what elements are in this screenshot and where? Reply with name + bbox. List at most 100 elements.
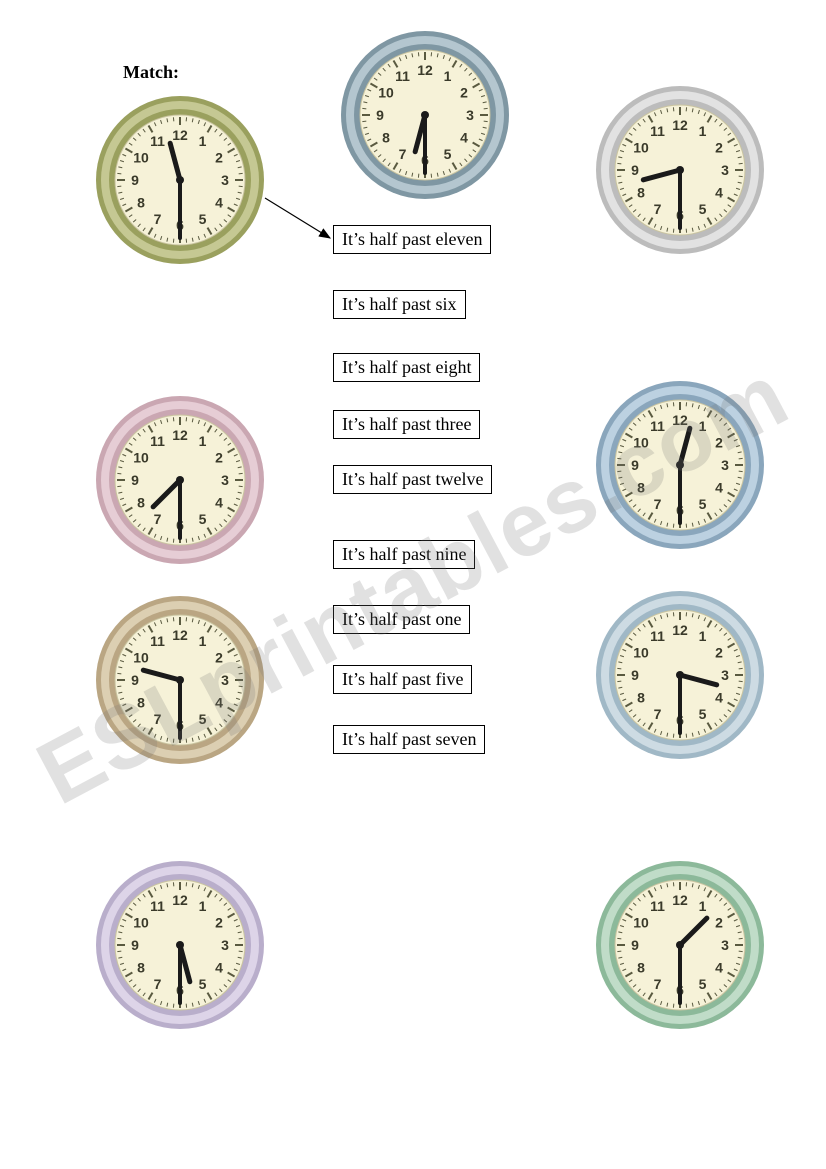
svg-text:2: 2 xyxy=(715,435,723,451)
svg-text:12: 12 xyxy=(172,127,188,143)
svg-text:2: 2 xyxy=(460,85,468,101)
clock-1230: 123456789101112 xyxy=(595,380,765,550)
svg-text:1: 1 xyxy=(199,133,207,149)
svg-text:5: 5 xyxy=(699,976,707,992)
svg-text:3: 3 xyxy=(221,472,229,488)
svg-text:4: 4 xyxy=(215,495,223,511)
svg-text:5: 5 xyxy=(199,976,207,992)
svg-text:9: 9 xyxy=(131,172,139,188)
svg-text:11: 11 xyxy=(150,133,165,149)
svg-text:7: 7 xyxy=(654,201,662,217)
svg-text:2: 2 xyxy=(715,645,723,661)
svg-text:12: 12 xyxy=(672,622,688,638)
svg-text:10: 10 xyxy=(133,650,149,666)
svg-text:8: 8 xyxy=(637,960,645,976)
svg-text:4: 4 xyxy=(215,195,223,211)
svg-text:11: 11 xyxy=(150,433,165,449)
svg-text:3: 3 xyxy=(721,457,729,473)
svg-text:4: 4 xyxy=(715,960,723,976)
svg-text:5: 5 xyxy=(444,146,452,162)
lbl-eight: It’s half past eight xyxy=(333,353,480,382)
svg-text:1: 1 xyxy=(699,898,707,914)
lbl-seven: It’s half past seven xyxy=(333,725,485,754)
svg-text:3: 3 xyxy=(721,937,729,953)
svg-text:10: 10 xyxy=(133,915,149,931)
svg-text:1: 1 xyxy=(699,418,707,434)
svg-text:8: 8 xyxy=(137,495,145,511)
svg-text:9: 9 xyxy=(131,937,139,953)
svg-text:12: 12 xyxy=(417,62,433,78)
svg-text:4: 4 xyxy=(715,690,723,706)
svg-text:11: 11 xyxy=(650,418,665,434)
svg-text:10: 10 xyxy=(133,450,149,466)
svg-text:9: 9 xyxy=(131,472,139,488)
svg-text:4: 4 xyxy=(460,130,468,146)
svg-text:5: 5 xyxy=(699,706,707,722)
clock-0530: 123456789101112 xyxy=(95,860,265,1030)
svg-text:5: 5 xyxy=(199,211,207,227)
svg-text:8: 8 xyxy=(637,480,645,496)
lbl-six: It’s half past six xyxy=(333,290,466,319)
svg-text:7: 7 xyxy=(154,976,162,992)
svg-text:7: 7 xyxy=(654,976,662,992)
svg-text:7: 7 xyxy=(154,711,162,727)
svg-text:2: 2 xyxy=(715,915,723,931)
svg-text:5: 5 xyxy=(699,496,707,512)
svg-text:7: 7 xyxy=(654,496,662,512)
svg-text:1: 1 xyxy=(699,628,707,644)
svg-text:9: 9 xyxy=(631,457,639,473)
svg-text:7: 7 xyxy=(399,146,407,162)
svg-text:3: 3 xyxy=(221,937,229,953)
svg-text:11: 11 xyxy=(150,898,165,914)
clock-0130: 123456789101112 xyxy=(595,860,765,1030)
svg-text:1: 1 xyxy=(199,633,207,649)
svg-text:8: 8 xyxy=(137,695,145,711)
svg-text:3: 3 xyxy=(721,667,729,683)
svg-text:2: 2 xyxy=(715,140,723,156)
svg-text:8: 8 xyxy=(137,195,145,211)
svg-text:8: 8 xyxy=(637,690,645,706)
svg-text:9: 9 xyxy=(376,107,384,123)
svg-text:10: 10 xyxy=(633,435,649,451)
svg-text:10: 10 xyxy=(633,915,649,931)
svg-text:5: 5 xyxy=(199,711,207,727)
svg-text:4: 4 xyxy=(715,185,723,201)
clock-0330: 123456789101112 xyxy=(595,590,765,760)
svg-text:10: 10 xyxy=(633,140,649,156)
svg-text:4: 4 xyxy=(215,695,223,711)
instruction-title: Match: xyxy=(123,62,179,83)
clock-0730: 123456789101112 xyxy=(95,395,265,565)
svg-text:2: 2 xyxy=(215,915,223,931)
svg-text:7: 7 xyxy=(154,511,162,527)
clock-0830: 123456789101112 xyxy=(595,85,765,255)
svg-text:12: 12 xyxy=(172,627,188,643)
svg-text:11: 11 xyxy=(150,633,165,649)
lbl-eleven: It’s half past eleven xyxy=(333,225,491,254)
svg-text:9: 9 xyxy=(631,162,639,178)
svg-text:3: 3 xyxy=(221,672,229,688)
worksheet-page: Match: 123456789101112123456789101112123… xyxy=(0,0,826,1169)
svg-text:11: 11 xyxy=(650,123,665,139)
svg-text:1: 1 xyxy=(699,123,707,139)
svg-text:12: 12 xyxy=(172,892,188,908)
svg-text:2: 2 xyxy=(215,150,223,166)
svg-text:11: 11 xyxy=(395,68,410,84)
svg-text:7: 7 xyxy=(154,211,162,227)
svg-text:5: 5 xyxy=(199,511,207,527)
lbl-five: It’s half past five xyxy=(333,665,472,694)
svg-text:8: 8 xyxy=(137,960,145,976)
svg-text:9: 9 xyxy=(631,667,639,683)
svg-text:11: 11 xyxy=(650,628,665,644)
svg-text:11: 11 xyxy=(650,898,665,914)
lbl-nine: It’s half past nine xyxy=(333,540,475,569)
svg-text:1: 1 xyxy=(199,898,207,914)
svg-text:4: 4 xyxy=(215,960,223,976)
svg-text:10: 10 xyxy=(633,645,649,661)
svg-text:1: 1 xyxy=(444,68,452,84)
svg-text:12: 12 xyxy=(672,892,688,908)
svg-text:12: 12 xyxy=(672,412,688,428)
clock-1130: 123456789101112 xyxy=(95,95,265,265)
svg-text:3: 3 xyxy=(466,107,474,123)
svg-text:12: 12 xyxy=(672,117,688,133)
svg-text:1: 1 xyxy=(199,433,207,449)
